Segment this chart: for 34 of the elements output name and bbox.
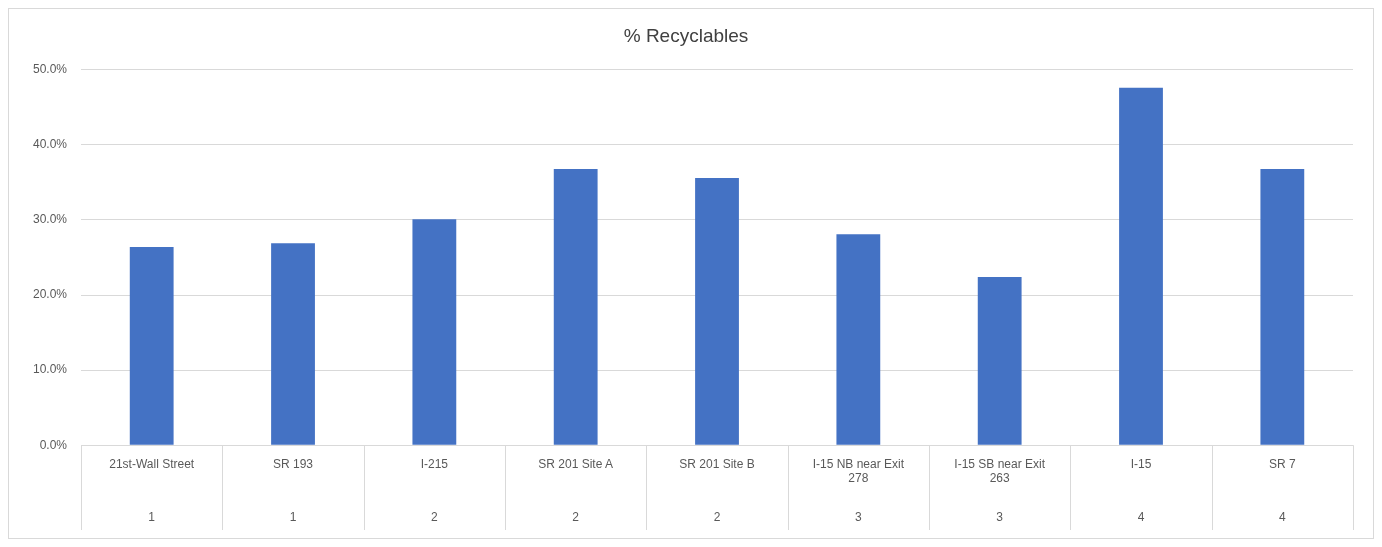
y-tick-label: 50.0%: [32, 62, 68, 77]
bar: [412, 219, 457, 445]
x-tick-label: 21st-Wall Street: [109, 456, 195, 471]
x-tick-label: I-15: [1130, 456, 1152, 471]
text: 2: [572, 510, 580, 525]
text: 2: [713, 510, 721, 525]
y-tick-label: 40.0%: [32, 137, 68, 152]
text: 3: [855, 510, 862, 525]
bar: [695, 177, 739, 445]
x-tick-label: SR 7: [1268, 456, 1296, 471]
x-tick-label: SR 201 Site B: [679, 456, 755, 471]
chart-title: % Recyclables: [623, 24, 749, 46]
bar: [553, 168, 598, 445]
x-tick-label: I-215: [420, 456, 449, 471]
text: 1: [289, 510, 297, 525]
x-tick-label: I-15 SB near Exit 263: [954, 456, 1046, 486]
text: 4: [1137, 510, 1145, 525]
text: 3: [996, 510, 1004, 525]
bar: [836, 234, 881, 445]
bar: [129, 246, 174, 445]
x-tick-label: SR 201 Site A: [538, 456, 614, 471]
bar: [271, 243, 315, 445]
bar: [1119, 87, 1163, 445]
x-tick-label: I-15 NB near Exit 278: [812, 456, 905, 486]
text: 2: [431, 510, 439, 525]
bar: [977, 277, 1022, 445]
y-tick-label: 0.0%: [39, 437, 68, 452]
text: 1: [148, 510, 156, 525]
x-tick-label: SR 193: [273, 456, 314, 471]
bar: [1260, 168, 1305, 445]
y-tick-label: 30.0%: [32, 212, 68, 227]
text: 4: [1278, 510, 1286, 525]
y-tick-label: 10.0%: [32, 362, 68, 377]
y-tick-label: 20.0%: [32, 287, 68, 302]
